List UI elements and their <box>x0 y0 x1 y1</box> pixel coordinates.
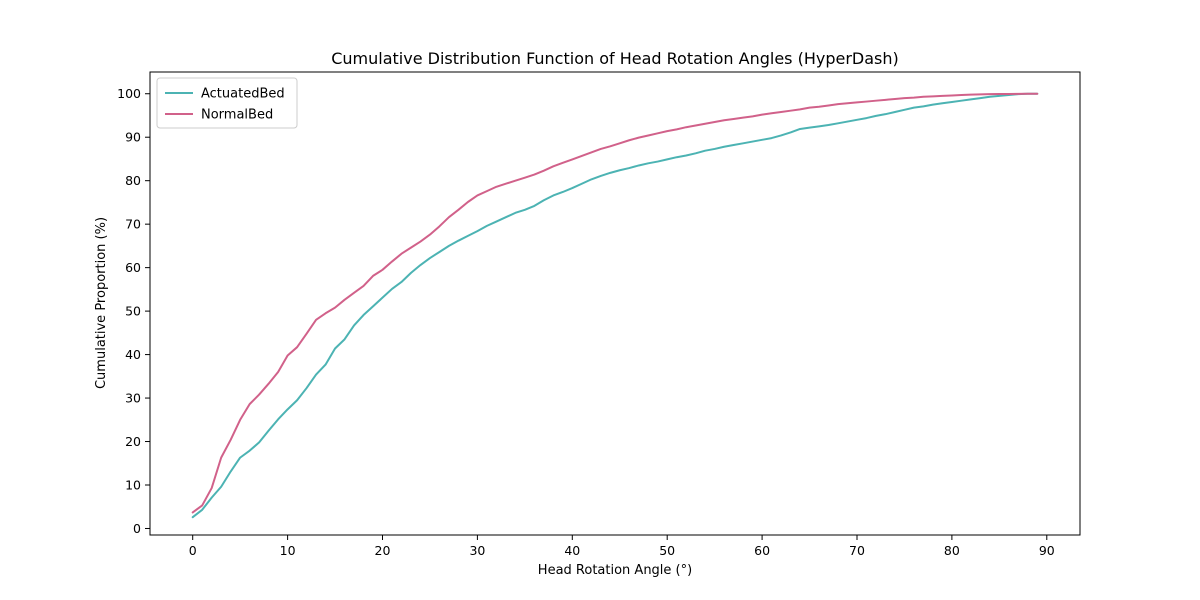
x-tick-label: 20 <box>375 543 391 558</box>
series-line-actuatedbed <box>191 92 1039 519</box>
y-tick-label: 30 <box>125 391 141 406</box>
legend: ActuatedBed NormalBed <box>156 77 298 129</box>
x-axis-label: Head Rotation Angle (°) <box>538 563 692 578</box>
plot-frame <box>149 71 1081 536</box>
x-tick-label: 70 <box>849 543 865 558</box>
x-tick-label: 30 <box>469 543 485 558</box>
y-tick-label: 90 <box>125 130 141 145</box>
legend-label-normalbed: NormalBed <box>201 108 273 123</box>
x-tick-label: 0 <box>189 543 197 558</box>
y-axis-label: Cumulative Proportion (%) <box>94 217 109 389</box>
x-tick-label: 90 <box>1039 543 1055 558</box>
y-tick-label: 20 <box>125 434 141 449</box>
x-tick-label: 40 <box>564 543 580 558</box>
y-tick-label: 0 <box>133 521 141 536</box>
x-tick-label: 80 <box>944 543 960 558</box>
y-tick-label: 60 <box>125 260 141 275</box>
y-tick-label: 70 <box>125 217 141 232</box>
x-tick-label: 50 <box>659 543 675 558</box>
x-tick-label: 60 <box>754 543 770 558</box>
chart-title: Cumulative Distribution Function of Head… <box>331 49 899 68</box>
y-tick-label: 80 <box>125 173 141 188</box>
y-tick-label: 50 <box>125 304 141 319</box>
y-tick-label: 10 <box>125 478 141 493</box>
legend-box <box>156 77 298 129</box>
x-tick-label: 10 <box>280 543 296 558</box>
series-line-normalbed <box>191 92 1039 514</box>
y-tick-label: 40 <box>125 347 141 362</box>
legend-label-actuatedbed: ActuatedBed <box>201 87 285 102</box>
plot-area: 0 10 20 30 40 50 60 70 80 90 0 10 20 30 40 50 60 70 80 90 10… <box>117 71 1081 558</box>
y-tick-label: 100 <box>117 86 141 101</box>
